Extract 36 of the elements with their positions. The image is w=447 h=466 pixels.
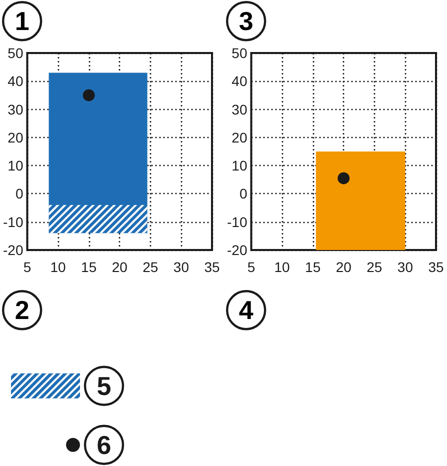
x-tick-label: 30 [173, 259, 190, 275]
x-tick-label: 15 [304, 259, 320, 275]
y-tick-label: 50 [231, 45, 247, 61]
x-tick-label: 35 [428, 259, 444, 275]
legend-label: 5 [96, 370, 112, 401]
y-tick-label: 0 [15, 186, 24, 202]
x-tick-label: 20 [112, 259, 128, 275]
x-tick-label: 25 [366, 259, 382, 275]
x-tick-label: 5 [23, 259, 32, 275]
text: 2 [14, 295, 30, 326]
x-tick-label: 30 [396, 259, 413, 275]
text: 1 [14, 6, 30, 36]
y-tick-label: 40 [231, 73, 247, 90]
x-tick-label: 10 [274, 259, 290, 275]
x-tick-label: 20 [335, 259, 352, 275]
x-tick-label: 10 [50, 259, 66, 275]
x-tick-label: 25 [142, 259, 158, 275]
y-tick-label: 30 [8, 101, 24, 118]
y-tick-label: 0 [238, 186, 247, 202]
y-tick-label: 20 [8, 129, 24, 146]
y-tick-label: -10 [3, 214, 24, 230]
x-tick-label: 15 [81, 259, 97, 275]
y-tick-label: 10 [8, 158, 24, 174]
y-tick-label: -10 [226, 214, 247, 230]
y-tick-label: 30 [231, 101, 247, 118]
legend-label: 6 [96, 430, 112, 460]
y-tick-label: -20 [3, 242, 24, 258]
text: 4 [238, 295, 254, 326]
y-tick-label: -20 [226, 242, 247, 258]
x-tick-label: 35 [204, 259, 220, 275]
x-tick-label: 5 [246, 259, 255, 275]
y-tick-label: 10 [231, 158, 247, 174]
y-tick-label: 20 [231, 129, 247, 146]
y-tick-label: 40 [8, 73, 24, 90]
text: 3 [238, 6, 253, 36]
y-tick-label: 50 [8, 45, 24, 61]
